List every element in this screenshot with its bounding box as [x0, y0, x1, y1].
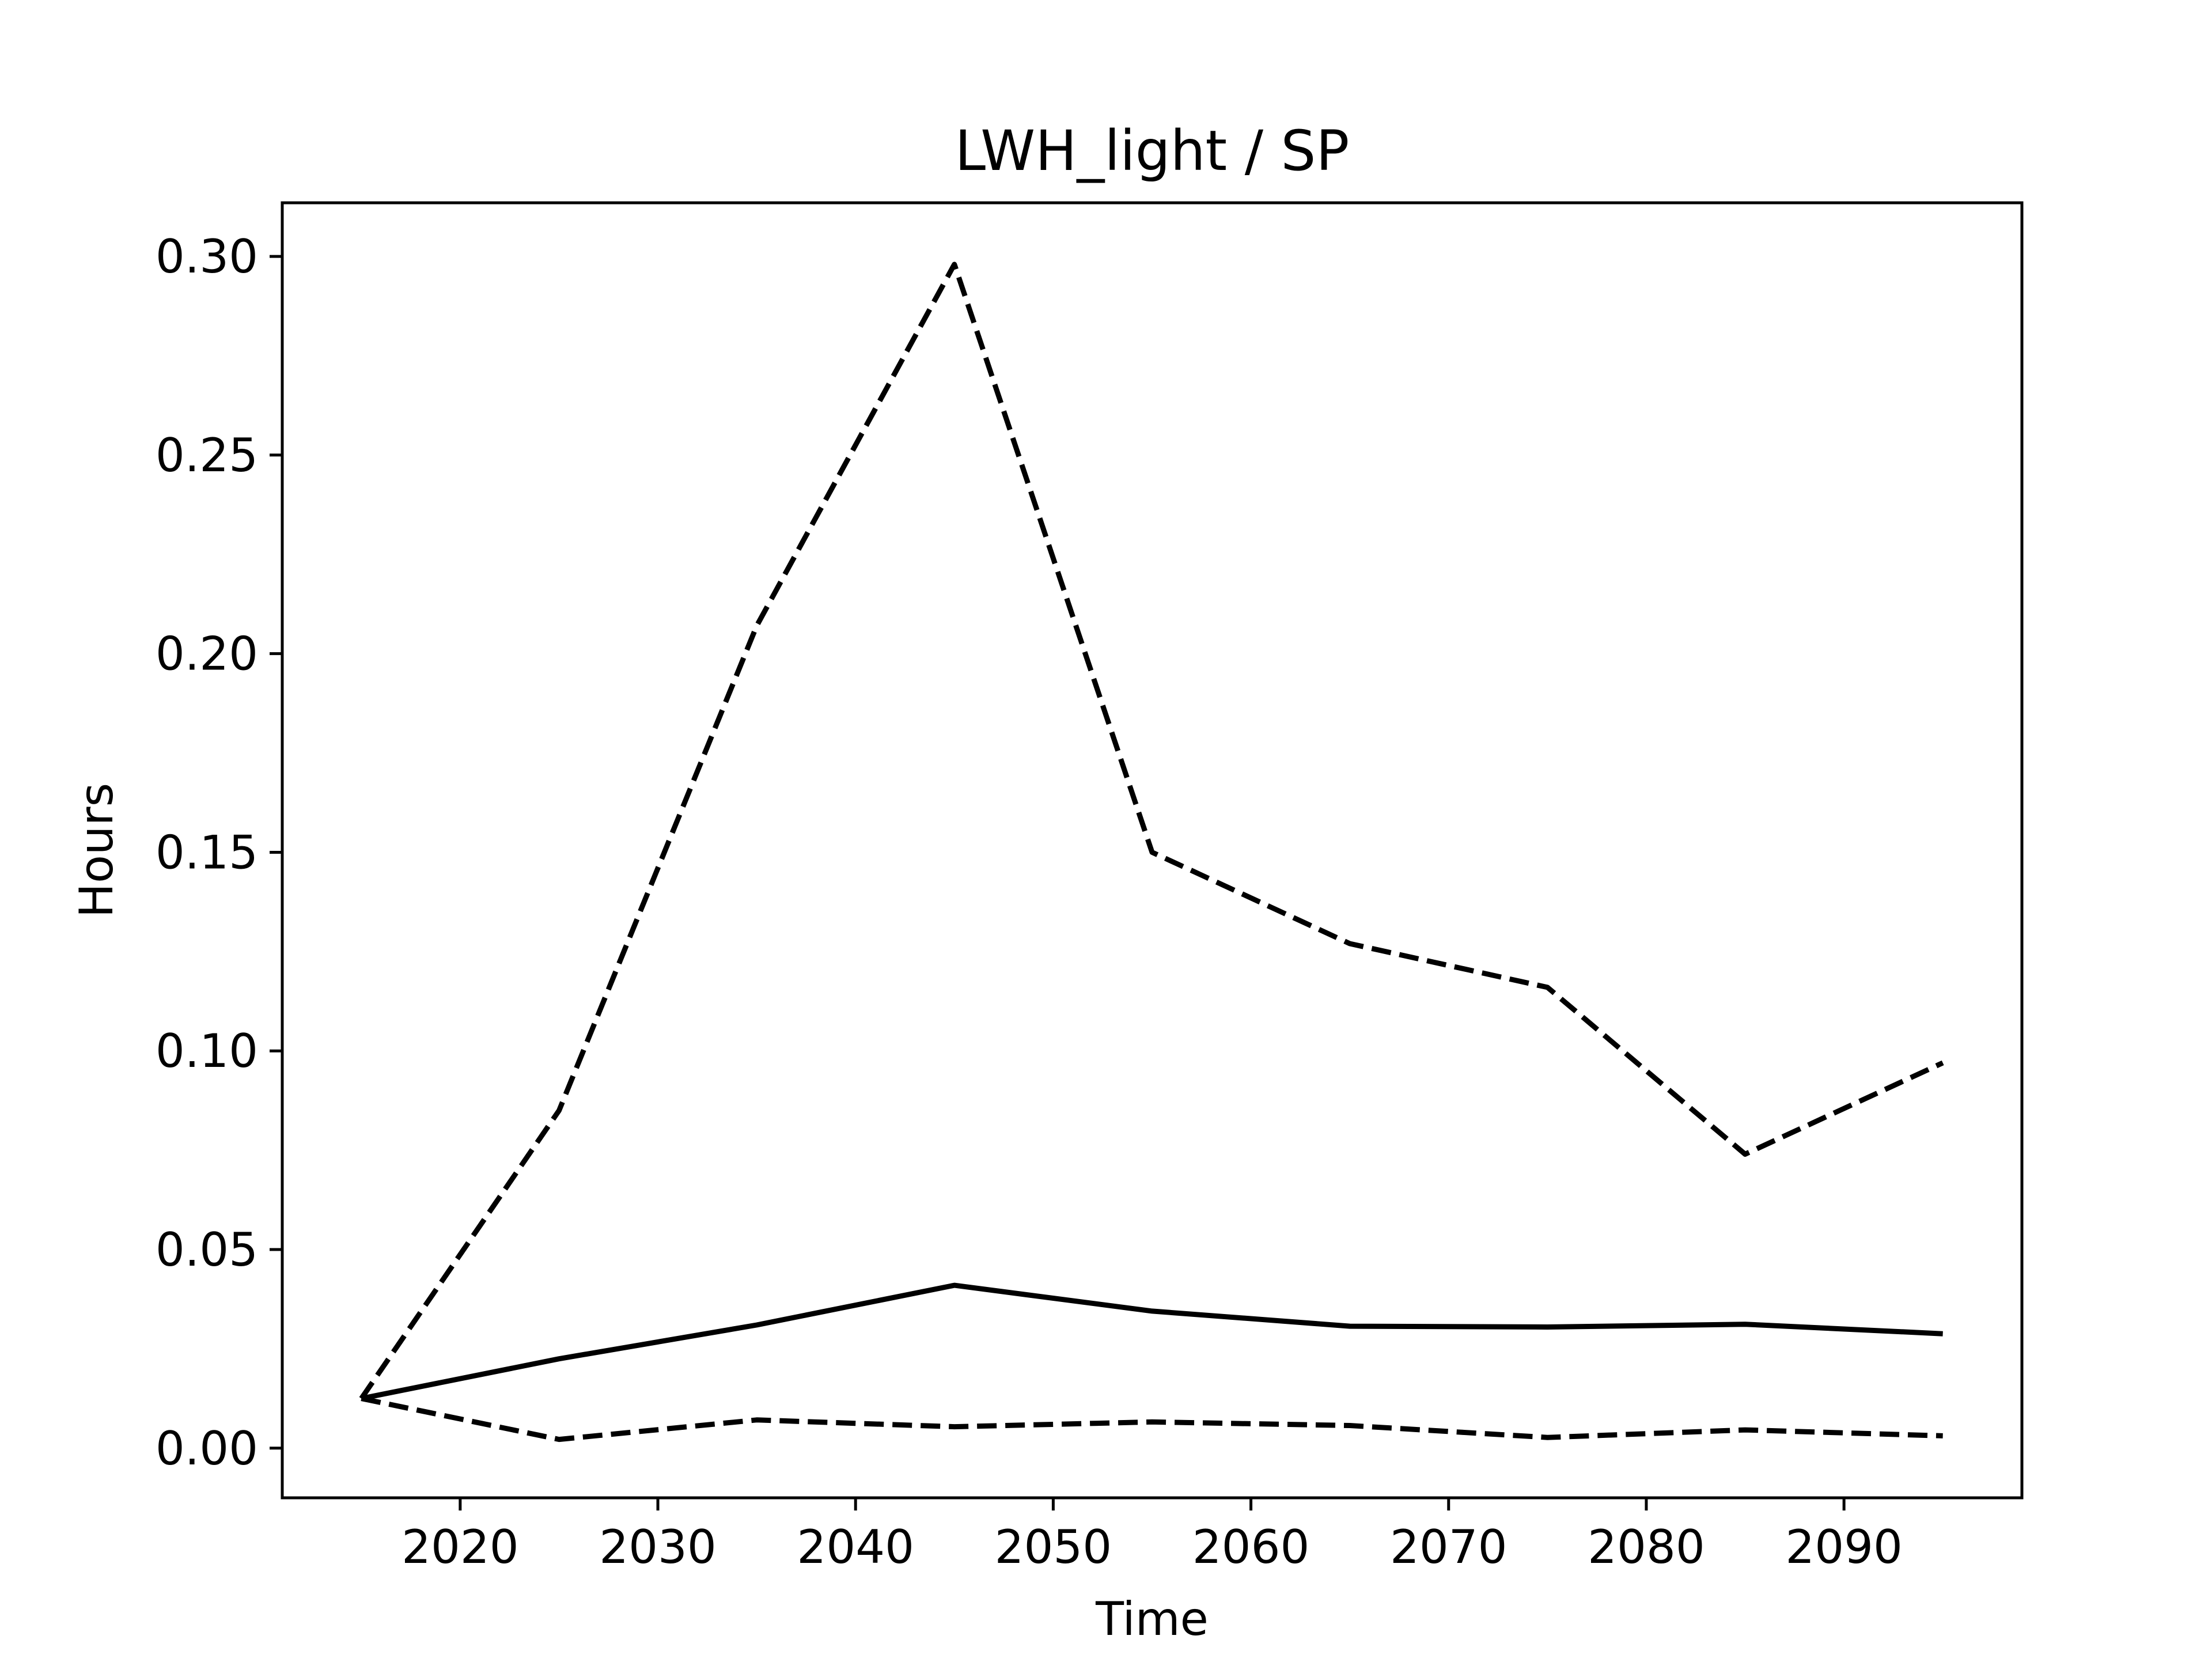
series-line-1: [361, 1282, 1943, 1402]
y-tick-label: 0.30: [156, 230, 258, 283]
x-axis-label: Time: [1095, 1592, 1209, 1646]
x-tick-label: 2050: [995, 1520, 1112, 1574]
x-tick-label: 2090: [1785, 1520, 1903, 1574]
series-line-3: [361, 1396, 1943, 1443]
y-tick-label: 0.00: [156, 1422, 258, 1475]
y-tick-label: 0.05: [156, 1223, 258, 1277]
y-tick-label: 0.25: [156, 429, 258, 482]
x-axis: 2020 2030 2040 2050 2060 2070 2080 2090: [402, 1498, 1903, 1574]
y-axis-label: Hours: [70, 783, 123, 918]
x-tick-label: 2060: [1192, 1520, 1310, 1574]
y-tick-label: 0.20: [156, 627, 258, 681]
plot-frame: [281, 201, 2024, 1500]
x-tick-label: 2080: [1588, 1520, 1705, 1574]
y-tick-label: 0.15: [156, 826, 258, 879]
x-tick-label: 2020: [402, 1520, 519, 1574]
y-tick-label: 0.10: [156, 1024, 258, 1078]
series-line-2: [359, 262, 1944, 1400]
x-tick-label: 2070: [1390, 1520, 1508, 1574]
x-tick-label: 2030: [599, 1520, 717, 1574]
chart-title: LWH_light / SP: [955, 119, 1350, 183]
x-tick-label: 2040: [797, 1520, 914, 1574]
y-axis: 0.00 0.05 0.10 0.15 0.20 0.25 0.30: [156, 230, 282, 1475]
series-layer: [359, 262, 1944, 1443]
